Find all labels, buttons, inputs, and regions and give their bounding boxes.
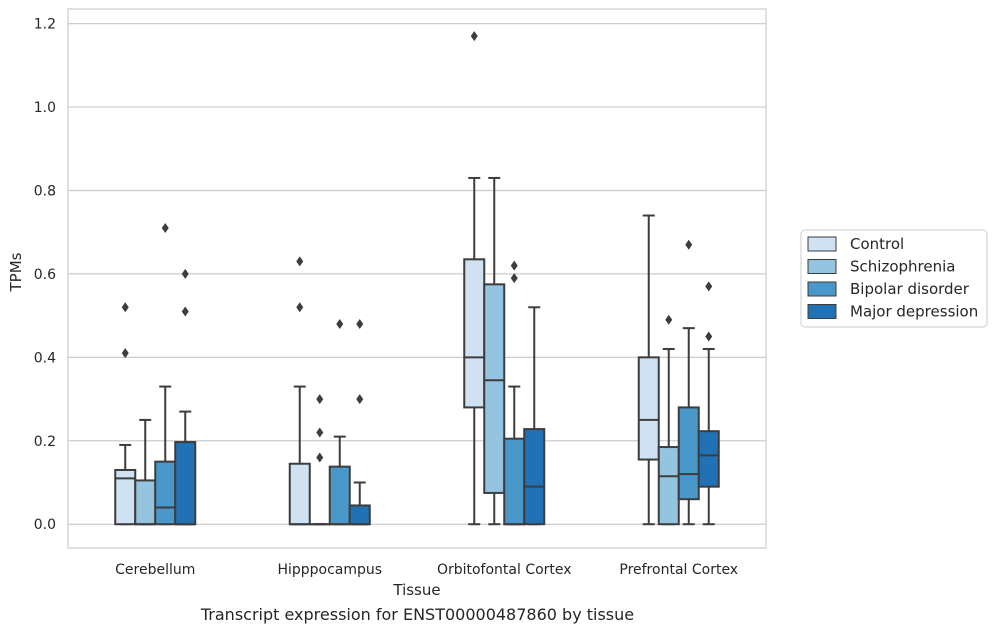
box-major-depression bbox=[523, 306, 546, 526]
box-iqr bbox=[288, 462, 311, 526]
box-iqr bbox=[174, 441, 197, 526]
outlier-point bbox=[510, 260, 518, 271]
outlier-point bbox=[336, 318, 344, 329]
outlier-point bbox=[121, 302, 129, 313]
x-axis-ticks: Cerebellum Hipppocampus Orbitofontal Corte… bbox=[115, 562, 738, 578]
plot-frame bbox=[67, 8, 767, 549]
box-schizophrenia bbox=[134, 418, 157, 526]
outlier-point bbox=[296, 302, 304, 313]
box-bipolar-disorder bbox=[328, 318, 351, 526]
y-tick-label: 1.2 bbox=[34, 17, 56, 33]
outlier-point bbox=[121, 348, 129, 359]
outlier-point bbox=[356, 394, 364, 405]
legend-swatch bbox=[807, 259, 837, 274]
box-major-depression bbox=[697, 281, 720, 526]
legend-label: Control bbox=[850, 235, 904, 253]
legend-label: Bipolar disorder bbox=[850, 280, 970, 298]
box-schizophrenia bbox=[308, 394, 331, 526]
box-iqr bbox=[483, 283, 506, 494]
box-iqr bbox=[463, 258, 486, 409]
box-major-depression bbox=[348, 318, 371, 526]
box-bipolar-disorder bbox=[677, 239, 700, 526]
y-tick-label: 0.8 bbox=[34, 183, 56, 199]
box-iqr bbox=[348, 504, 371, 526]
box-control bbox=[114, 302, 137, 526]
legend-swatch bbox=[807, 236, 837, 252]
outlier-point bbox=[705, 281, 713, 292]
y-tick-label: 0.4 bbox=[34, 350, 56, 366]
y-tick-label: 0.2 bbox=[34, 434, 56, 450]
box-control bbox=[637, 214, 660, 526]
legend-swatch bbox=[807, 304, 837, 319]
y-axis-label: TPMs bbox=[7, 252, 25, 292]
x-tick-label: Hipppocampus bbox=[277, 562, 382, 578]
x-axis-label: Tissue bbox=[392, 581, 440, 599]
legend-label: Major depression bbox=[850, 303, 978, 321]
boxes bbox=[114, 31, 720, 526]
box-iqr bbox=[154, 460, 177, 526]
box-iqr bbox=[697, 430, 720, 488]
legend: Control Schizophrenia Bipolar disorder Majo… bbox=[800, 229, 988, 328]
x-tick-label: Orbitofontal Cortex bbox=[437, 562, 572, 578]
outlier-point bbox=[161, 223, 169, 234]
box-iqr bbox=[677, 406, 700, 501]
outlier-point bbox=[181, 306, 189, 317]
outlier-point bbox=[665, 314, 673, 325]
outlier-point bbox=[296, 256, 304, 267]
outlier-point bbox=[316, 394, 324, 405]
outlier-point bbox=[470, 31, 478, 42]
outlier-point bbox=[510, 273, 518, 284]
box-schizophrenia bbox=[483, 176, 506, 526]
x-tick-label: Prefrontal Cortex bbox=[619, 562, 738, 578]
box-iqr bbox=[523, 428, 546, 526]
box-iqr bbox=[657, 446, 680, 526]
outlier-point bbox=[685, 239, 693, 250]
outlier-point bbox=[316, 427, 324, 438]
y-tick-label: 0.6 bbox=[34, 267, 56, 283]
legend-swatch bbox=[807, 281, 837, 297]
box-iqr bbox=[134, 479, 157, 526]
outlier-point bbox=[316, 452, 324, 463]
box-bipolar-disorder bbox=[154, 223, 177, 526]
box-bipolar-disorder bbox=[503, 260, 526, 526]
legend-frame bbox=[800, 229, 988, 328]
chart-caption: Transcript expression for ENST0000048786… bbox=[200, 605, 635, 624]
box-control bbox=[463, 31, 486, 526]
box-control bbox=[288, 256, 311, 526]
box-major-depression bbox=[174, 268, 197, 526]
y-axis-ticks: 0.0 0.2 0.4 0.6 0.8 1.0 1.2 bbox=[34, 17, 56, 534]
y-tick-label: 0.0 bbox=[34, 517, 56, 533]
y-tick-label: 1.0 bbox=[34, 100, 56, 116]
x-tick-label: Cerebellum bbox=[115, 562, 195, 578]
box-iqr bbox=[503, 437, 526, 526]
box-schizophrenia bbox=[657, 314, 680, 526]
legend-label: Schizophrenia bbox=[850, 258, 955, 276]
outlier-point bbox=[181, 268, 189, 279]
box-iqr bbox=[637, 356, 660, 461]
box-iqr bbox=[328, 465, 351, 526]
outlier-point bbox=[356, 318, 364, 329]
outlier-point bbox=[705, 331, 713, 342]
